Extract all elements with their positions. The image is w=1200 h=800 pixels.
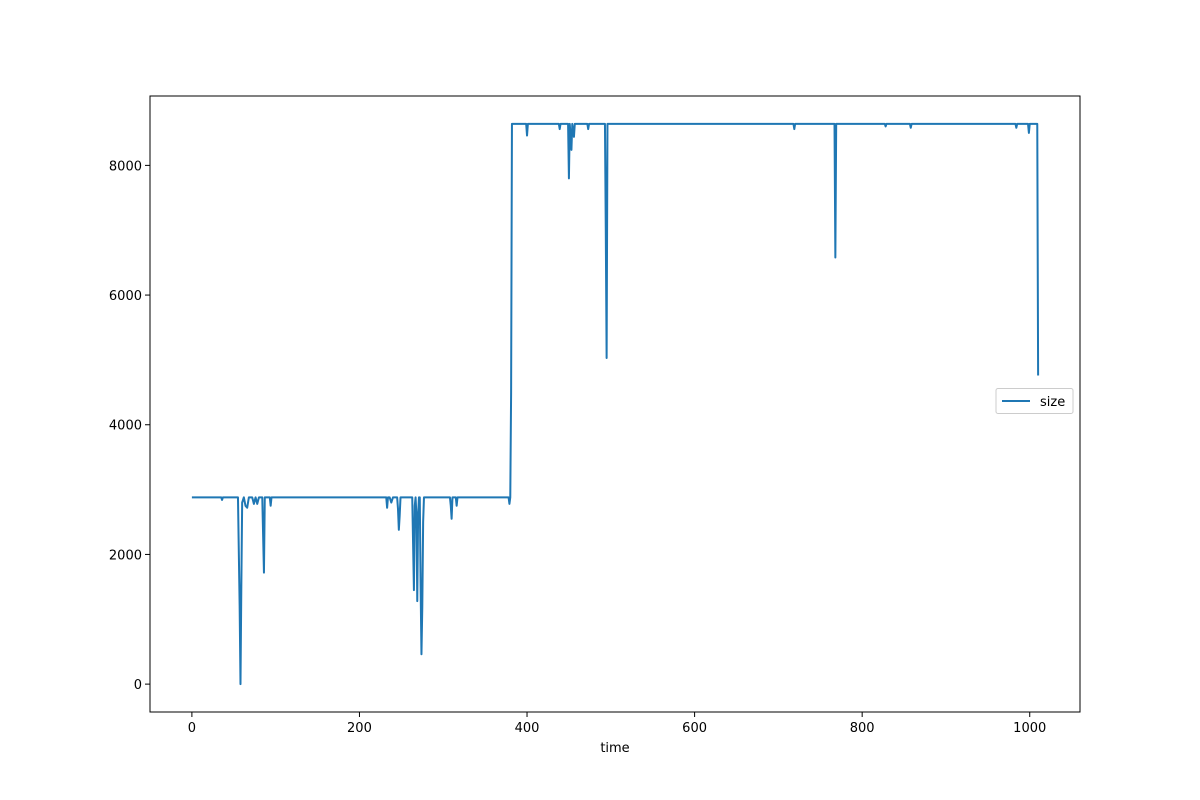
x-axis-label: time: [600, 741, 629, 756]
y-tick-label: 6000: [109, 289, 142, 304]
x-tick-label: 800: [850, 721, 875, 736]
x-tick-label: 200: [347, 721, 372, 736]
y-tick-label: 4000: [109, 419, 142, 434]
y-tick-label: 2000: [109, 548, 142, 563]
series-layer: [191, 122, 1040, 686]
x-tick-label: 400: [515, 721, 540, 736]
x-tick-label: 600: [682, 721, 707, 736]
legend-entry-size: size: [1040, 395, 1065, 410]
legend-box: [995, 388, 1074, 414]
series-line-size: [191, 122, 1040, 686]
legend: size: [995, 388, 1074, 414]
x-tick-label: 1000: [1013, 721, 1046, 736]
ticks-layer: 0 200 400 600 800 1000 0 2000 4000 6000 8000: [109, 159, 1046, 736]
x-tick-label: 0: [188, 721, 196, 736]
y-tick-label: 8000: [109, 159, 142, 174]
plot-frame: [149, 95, 1081, 713]
y-tick-label: 0: [134, 678, 142, 693]
